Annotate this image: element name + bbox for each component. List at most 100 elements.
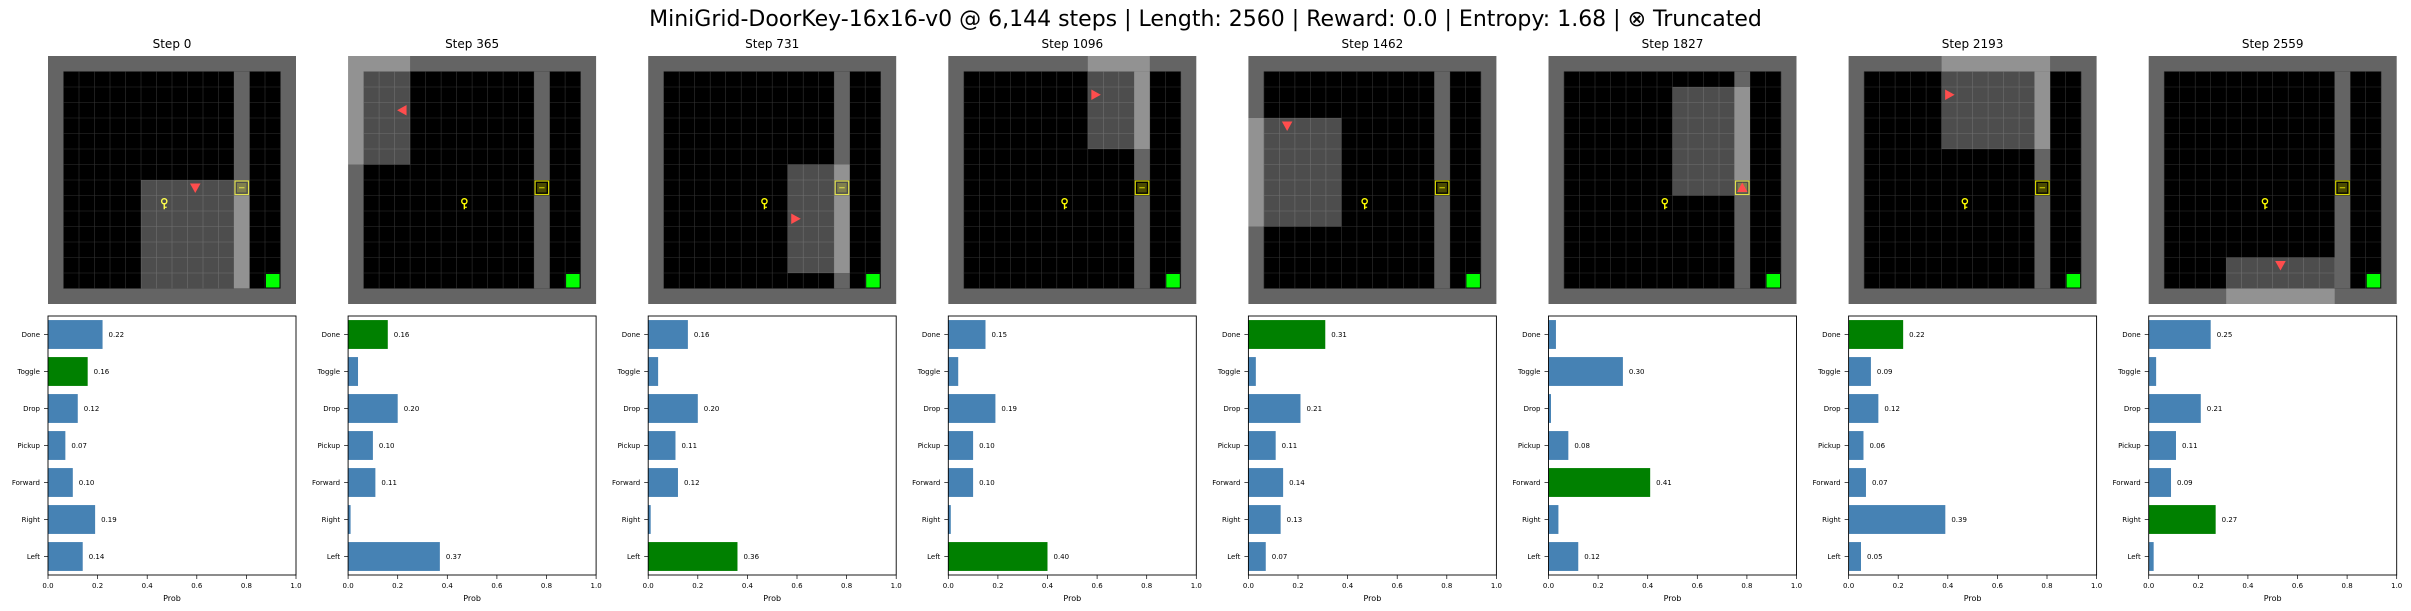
wall-tile (2034, 211, 2051, 227)
bar-done (1848, 320, 1904, 349)
bar-toggle (348, 357, 359, 386)
x-tick-label: 1.0 (2091, 582, 2102, 590)
wall-tile (234, 273, 250, 289)
panel-title: Step 731 (745, 37, 799, 51)
value-label: 0.10 (379, 442, 395, 450)
wall-tile (1134, 242, 1150, 258)
category-label: Right (22, 516, 41, 524)
bar-forward (1548, 468, 1651, 497)
bar-toggle (48, 357, 88, 386)
wall-tile (2334, 87, 2351, 103)
x-tick-label: 1.0 (2391, 582, 2402, 590)
bar-forward (648, 468, 678, 497)
agent-icon (1281, 121, 1293, 132)
x-tick-label: 0.4 (1942, 582, 1954, 590)
agent-icon (1736, 182, 1748, 192)
axes-frame (1247, 315, 1497, 576)
value-label: 0.22 (109, 331, 125, 339)
value-label: 0.12 (684, 479, 700, 487)
wall-tile (1434, 211, 1450, 227)
bar-drop (648, 394, 698, 423)
gridworld (1248, 56, 1497, 304)
agent-view-overlay (1672, 87, 1750, 196)
value-label: 0.11 (681, 442, 697, 450)
category-label: Drop (23, 405, 40, 413)
bar-drop (1248, 394, 1301, 423)
wall-tile (1434, 87, 1450, 103)
category-label: Forward (2113, 479, 2141, 487)
wall-tile (1734, 149, 1750, 165)
wall-tile (1734, 71, 1750, 87)
agent-view-overlay (1941, 56, 2051, 149)
door-icon (2034, 180, 2050, 196)
wall-tile (2334, 164, 2351, 180)
wall-tile (1434, 71, 1450, 87)
value-label: 0.39 (1951, 516, 1967, 524)
x-tick-label: 0.0 (2143, 582, 2154, 590)
x-tick-label: 0.6 (2292, 582, 2304, 590)
bar-pickup (648, 431, 676, 460)
value-label: 0.09 (2177, 479, 2193, 487)
bar-chart: Done 0.22 Toggle 0.09 Drop 0.12 Pickup 0.06 Forw… (1812, 315, 2102, 603)
axes-frame (947, 315, 1197, 576)
value-label: 0.14 (1289, 479, 1305, 487)
panel-title: Step 0 (153, 37, 192, 51)
bar-left (1248, 542, 1266, 571)
bar-toggle (648, 357, 659, 386)
agent-view-overlay (1087, 56, 1150, 149)
wall-tile (1134, 102, 1150, 118)
panel-title: Step 2559 (2242, 37, 2304, 51)
wall-tile (534, 226, 550, 242)
agent-icon (2275, 261, 2286, 271)
value-label: 0.40 (1054, 553, 1070, 561)
wall-tile (1434, 118, 1450, 134)
wall-tile (2034, 164, 2051, 180)
wall-tile (834, 87, 850, 103)
x-tick-label: 0.8 (1441, 582, 1452, 590)
wall-tile (2334, 226, 2351, 242)
category-label: Done (622, 331, 640, 339)
goal-tile (2066, 274, 2081, 288)
bar-forward (1848, 468, 1866, 497)
wall-tile (1134, 118, 1150, 134)
x-axis-label: Prob (163, 594, 181, 603)
category-label: Toggle (317, 368, 341, 376)
wall-tile (1734, 273, 1750, 289)
x-tick-label: 1.0 (1791, 582, 1802, 590)
gridworld (1548, 56, 1797, 304)
bar-pickup (2148, 431, 2176, 460)
x-axis-label: Prob (1063, 594, 1081, 603)
door-icon (834, 180, 850, 196)
goal-tile (266, 274, 280, 288)
panel-4: Step 1462 Done 0.31 Toggle Drop 0.21 Pickup 0.1… (1212, 37, 1502, 603)
x-tick-label: 0.2 (92, 582, 103, 590)
wall-tile (1134, 273, 1150, 289)
wall-tile (534, 211, 550, 227)
axes-frame (1548, 315, 1797, 576)
category-label: Pickup (2118, 442, 2141, 450)
category-label: Forward (1512, 479, 1540, 487)
bar-chart: Done 0.16 Toggle Drop 0.20 Pickup 0.11 Forward 0… (612, 315, 902, 603)
category-label: Drop (1224, 405, 1241, 413)
goal-tile (2366, 274, 2381, 288)
value-label: 0.08 (1574, 442, 1590, 450)
category-label: Toggle (2117, 368, 2141, 376)
x-tick-label: 0.8 (2342, 582, 2353, 590)
category-label: Done (322, 331, 340, 339)
wall-tile (1134, 133, 1150, 149)
x-tick-label: 0.2 (692, 582, 703, 590)
x-tick-label: 0.6 (1092, 582, 1104, 590)
wall-tile (834, 102, 850, 118)
x-tick-label: 0.2 (2193, 582, 2204, 590)
x-tick-label: 0.2 (1593, 582, 1604, 590)
value-label: 0.11 (2182, 442, 2198, 450)
x-tick-label: 0.4 (742, 582, 754, 590)
wall-tile (1434, 195, 1450, 211)
category-label: Right (322, 516, 341, 524)
bar-left (1848, 542, 1861, 571)
category-label: Right (1222, 516, 1241, 524)
wall-tile (834, 149, 850, 165)
wall-tile (2334, 242, 2351, 258)
door-icon (1434, 180, 1450, 196)
value-label: 0.07 (71, 442, 87, 450)
